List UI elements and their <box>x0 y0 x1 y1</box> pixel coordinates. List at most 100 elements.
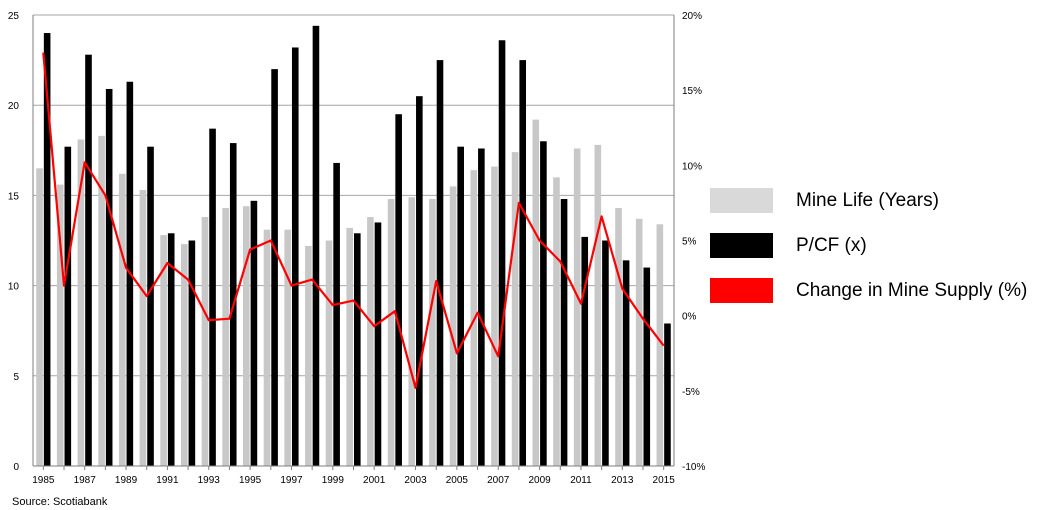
supply-change-line <box>42 52 665 389</box>
bar-pcf <box>374 222 382 466</box>
x-tick-label: 1989 <box>115 475 138 486</box>
bar-pcf <box>250 200 258 466</box>
bar-pcf <box>85 54 92 467</box>
bar-mine-life <box>387 199 395 466</box>
legend-swatch-supply-change <box>710 278 773 303</box>
bar-pcf <box>498 40 506 466</box>
y-right-tick-label: 20% <box>682 11 702 22</box>
bar-mine-life <box>491 166 498 466</box>
bar-mine-life <box>56 184 64 467</box>
source-note: Source: Scotiabank <box>12 496 108 508</box>
x-tick-label: 2009 <box>528 475 551 486</box>
bar-pcf <box>188 240 196 466</box>
bar-pcf <box>333 162 340 467</box>
bar-mine-life <box>263 229 271 466</box>
x-tick-label: 2003 <box>404 475 427 486</box>
legend-item-pcf: P/CF (x) <box>710 223 1027 268</box>
bar-pcf <box>209 128 216 467</box>
bar-mine-life <box>160 235 167 466</box>
bar-mine-life <box>635 218 643 466</box>
bar-mine-life <box>429 199 436 466</box>
x-tick-label: 1985 <box>32 475 55 486</box>
bar-pcf <box>105 88 113 467</box>
y-right-tick-label: -5% <box>682 387 700 398</box>
bar-mine-life <box>284 229 291 466</box>
legend-swatch-mine-life <box>710 188 773 213</box>
bar-pcf <box>291 47 299 467</box>
y-right-tick-label: 15% <box>682 86 702 97</box>
bar-pcf <box>167 233 175 466</box>
x-tick-label: 1991 <box>156 475 179 486</box>
bar-mine-life <box>511 152 519 466</box>
x-tick-label: 2005 <box>446 475 469 486</box>
bar-pcf <box>602 240 609 466</box>
legend: Mine Life (Years) P/CF (x) Change in Min… <box>710 178 1027 313</box>
bar-pcf <box>312 25 320 466</box>
bar-pcf <box>64 146 72 466</box>
bar-mine-life <box>98 135 105 467</box>
bar-mine-life <box>222 208 229 466</box>
x-tick-label: 1993 <box>198 475 221 486</box>
x-tick-label: 1999 <box>322 475 345 486</box>
y-right-tick-label: -10% <box>682 462 705 473</box>
bar-mine-life <box>201 217 209 466</box>
bar-pcf <box>43 33 51 466</box>
bar-pcf <box>643 267 651 466</box>
y-left-tick-label: 15 <box>8 191 20 202</box>
x-tick-label: 2015 <box>653 475 676 486</box>
bar-pcf <box>271 69 278 467</box>
bar-mine-life <box>615 208 622 466</box>
y-right-tick-label: 10% <box>682 161 702 172</box>
y-left-tick-label: 5 <box>13 372 19 383</box>
legend-item-supply-change: Change in Mine Supply (%) <box>710 268 1027 313</box>
bar-pcf <box>416 96 423 467</box>
legend-label-supply-change: Change in Mine Supply (%) <box>796 279 1028 301</box>
legend-label-mine-life: Mine Life (Years) <box>796 189 939 211</box>
bar-mine-life <box>408 197 416 467</box>
bar-mine-life <box>325 240 333 466</box>
bar-pcf <box>519 60 527 466</box>
bar-pcf <box>560 199 568 466</box>
axes: 0 5 10 15 20 25 -10% -5% 0% 5% 10% 15% 20% 1985 1987 19… <box>8 11 706 486</box>
legend-label-pcf: P/CF (x) <box>796 234 867 256</box>
y-right-tick-label: 5% <box>682 237 697 248</box>
bar-pcf <box>354 233 361 466</box>
y-right-tick-label: 0% <box>682 312 697 323</box>
bar-mine-life <box>346 227 353 466</box>
y-left-tick-label: 0 <box>13 462 19 473</box>
bar-mine-life <box>656 224 664 466</box>
x-tick-label: 1997 <box>280 475 303 486</box>
bar-mine-life <box>118 173 126 466</box>
bar-mine-life <box>573 148 581 466</box>
legend-item-mine-life: Mine Life (Years) <box>710 178 1027 223</box>
bar-mine-life <box>367 217 374 466</box>
bar-mine-life <box>243 206 250 466</box>
bar-pcf <box>581 236 589 466</box>
x-tick-label: 1995 <box>239 475 262 486</box>
bar-mine-life <box>77 139 85 466</box>
bar-pcf <box>664 323 671 466</box>
y-left-tick-label: 20 <box>8 101 20 112</box>
bar-mine-life <box>180 244 188 466</box>
bar-mine-life <box>594 144 602 466</box>
y-left-tick-label: 25 <box>8 11 20 22</box>
bar-pcf <box>395 114 402 466</box>
bar-pcf <box>457 146 464 466</box>
bar-mine-life <box>36 168 43 466</box>
y-left-tick-label: 10 <box>8 282 20 293</box>
x-tick-label: 2007 <box>487 475 510 486</box>
bars <box>36 25 671 467</box>
bar-mine-life <box>532 119 540 466</box>
bar-pcf <box>478 148 485 466</box>
bar-mine-life <box>449 186 457 466</box>
bar-mine-life <box>305 245 312 466</box>
bar-pcf <box>147 146 154 466</box>
bar-pcf <box>540 141 547 466</box>
x-tick-label: 2011 <box>570 475 592 486</box>
legend-swatch-pcf <box>710 233 773 258</box>
bar-pcf <box>436 60 444 466</box>
x-tick-label: 2001 <box>363 475 386 486</box>
x-tick-label: 1987 <box>74 475 97 486</box>
bar-mine-life <box>553 177 560 467</box>
